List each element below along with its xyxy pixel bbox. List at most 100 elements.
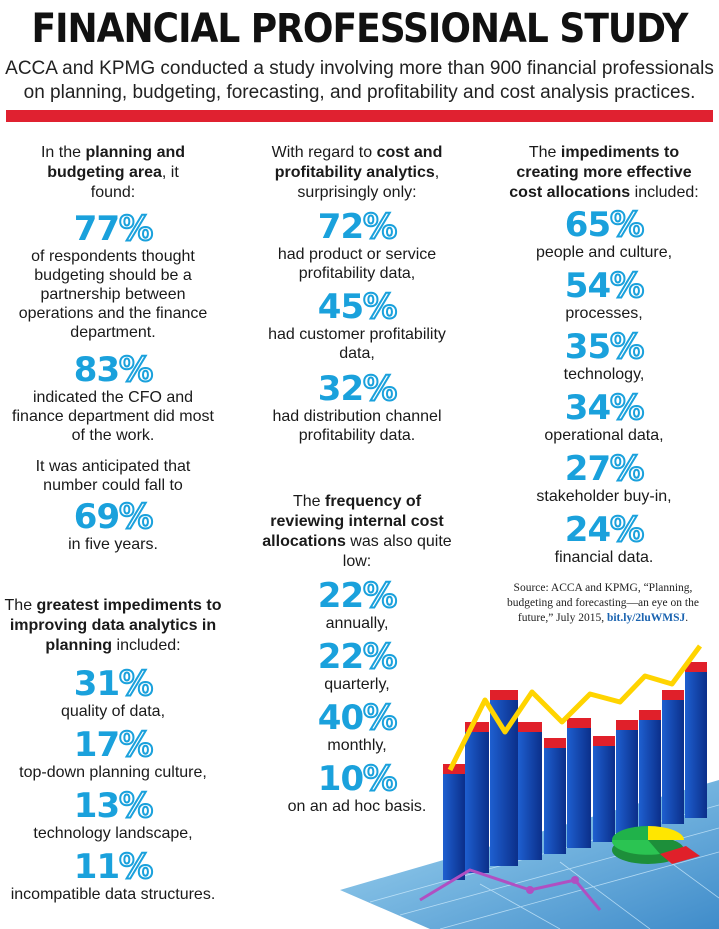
stat-percent: 72% xyxy=(252,207,462,247)
percent-sign: % xyxy=(118,786,154,826)
stat-percent: 32% xyxy=(252,369,462,409)
stat-percent: 45% xyxy=(252,287,462,327)
source-citation: Source: ACCA and KPMG, “Planning, budget… xyxy=(492,581,714,626)
percent-sign: % xyxy=(609,266,645,306)
stat-value: 32 xyxy=(317,369,364,409)
stat-description: monthly, xyxy=(327,737,387,754)
percent-sign: % xyxy=(609,205,645,245)
source-link[interactable]: bit.ly/2luWMSJ xyxy=(606,612,686,624)
anticipated-text: It was anticipated that number could fal… xyxy=(35,458,191,494)
stat-description: incompatible data structures. xyxy=(10,886,216,903)
stat-percent: 22% xyxy=(252,638,462,676)
stat-description: technology landscape, xyxy=(33,825,193,842)
stat-percent: 11% xyxy=(2,848,224,886)
percent-sign: % xyxy=(609,327,645,367)
intro-text: In the xyxy=(40,144,86,161)
stat-description: had product or service profitability dat… xyxy=(277,246,437,282)
stat-percent: 35% xyxy=(494,327,714,367)
stat-value: 65 xyxy=(564,205,611,245)
stat-description: quality of data, xyxy=(60,703,166,720)
frequency-intro: The frequency of reviewing internal cost… xyxy=(252,492,462,572)
intro-text: was also quite low: xyxy=(342,533,452,570)
stat-description: people and culture, xyxy=(535,244,673,261)
stat-value: 13 xyxy=(73,786,120,826)
impediments-analytics-section: The greatest impediments to improving da… xyxy=(2,596,224,904)
stat-percent: 22% xyxy=(252,576,462,616)
stat-description: financial data. xyxy=(554,549,654,566)
percent-sign: % xyxy=(362,369,398,409)
stat-value: 83 xyxy=(73,350,120,390)
impediments-cost-intro: The impediments to creating more effecti… xyxy=(494,143,714,203)
stat-value: 22 xyxy=(317,576,364,616)
stat-percent: 69% xyxy=(8,497,218,537)
intro-text: The xyxy=(4,597,37,614)
percent-sign: % xyxy=(362,287,398,327)
stat-value: 35 xyxy=(564,327,611,367)
page-title: FINANCIAL PROFESSIONAL STUDY xyxy=(31,6,689,52)
stat-percent: 77% xyxy=(8,209,218,249)
stat-value: 40 xyxy=(317,698,364,738)
stat-percent: 27% xyxy=(494,449,714,489)
intro-text: included: xyxy=(630,184,699,201)
stat-value: 17 xyxy=(73,725,120,765)
stat-description: had distribution channel profitability d… xyxy=(272,408,442,444)
stat-description: on an ad hoc basis. xyxy=(287,798,427,815)
stat-percent: 34% xyxy=(494,388,714,428)
percent-sign: % xyxy=(362,759,398,799)
stat-percent: 17% xyxy=(2,725,224,765)
planning-section: In the planning and budgeting area, it f… xyxy=(8,143,218,554)
stat-description: had customer profitability data, xyxy=(268,326,446,362)
intro-text: , it found: xyxy=(90,164,179,201)
percent-sign: % xyxy=(609,388,645,428)
stat-percent: 65% xyxy=(494,205,714,245)
intro-text: , surprisingly only: xyxy=(297,164,440,201)
stat-value: 72 xyxy=(317,207,364,247)
subtitle-line-2: on planning, budgeting, forecasting, and… xyxy=(23,82,696,103)
stat-percent: 10% xyxy=(252,759,462,799)
intro-text: The xyxy=(292,493,325,510)
percent-sign: % xyxy=(118,350,154,390)
impediments-analytics-list: 31% quality of data, 17% top-down planni… xyxy=(2,664,224,904)
intro-bold: greatest impediments to improving data a… xyxy=(9,597,222,654)
frequency-section: The frequency of reviewing internal cost… xyxy=(252,492,462,816)
stat-description: quarterly, xyxy=(324,676,390,693)
stat-percent: 31% xyxy=(2,664,224,704)
stat-percent: 40% xyxy=(252,698,462,738)
stat-percent: 83% xyxy=(8,350,218,390)
stat-percent: 54% xyxy=(494,266,714,306)
percent-sign: % xyxy=(609,510,645,550)
intro-text: included: xyxy=(112,637,181,654)
percent-sign: % xyxy=(362,207,398,247)
stat-description: technology, xyxy=(563,366,645,383)
stat-description: of respondents thought budgeting should … xyxy=(18,248,208,341)
stat-value: 27 xyxy=(564,449,611,489)
intro-bold: cost and profitability analytics xyxy=(274,144,443,181)
red-divider xyxy=(6,110,713,122)
bar-group xyxy=(443,662,707,880)
source-text: Source: ACCA and KPMG, “Planning, budget… xyxy=(507,582,699,624)
stat-percent: 13% xyxy=(2,786,224,826)
stat-value: 34 xyxy=(564,388,611,428)
stat-description: annually, xyxy=(325,615,389,632)
planning-intro: In the planning and budgeting area, it f… xyxy=(8,143,218,203)
stat-value: 24 xyxy=(564,510,611,550)
stat-value: 69 xyxy=(73,497,120,537)
stat-description: stakeholder buy-in, xyxy=(536,488,672,505)
percent-sign: % xyxy=(118,497,154,537)
percent-sign: % xyxy=(118,209,154,249)
subtitle-line-1: ACCA and KPMG conducted a study involvin… xyxy=(5,58,714,79)
intro-bold: impediments to creating more effective c… xyxy=(509,144,692,201)
intro-text: With regard to xyxy=(271,144,377,161)
source-end: . xyxy=(685,612,689,624)
intro-bold: planning and budgeting area xyxy=(47,144,186,181)
stock-bar-chart-illustration xyxy=(340,644,719,929)
stat-value: 77 xyxy=(73,209,120,249)
stat-description: top-down planning culture, xyxy=(19,764,207,781)
trend-line xyxy=(447,644,703,772)
stat-value: 10 xyxy=(317,759,364,799)
stat-percent: 24% xyxy=(494,510,714,550)
page-subtitle: ACCA and KPMG conducted a study involvin… xyxy=(0,57,719,105)
percent-sign: % xyxy=(609,449,645,489)
stat-value: 31 xyxy=(73,664,120,704)
percent-sign: % xyxy=(362,698,398,738)
